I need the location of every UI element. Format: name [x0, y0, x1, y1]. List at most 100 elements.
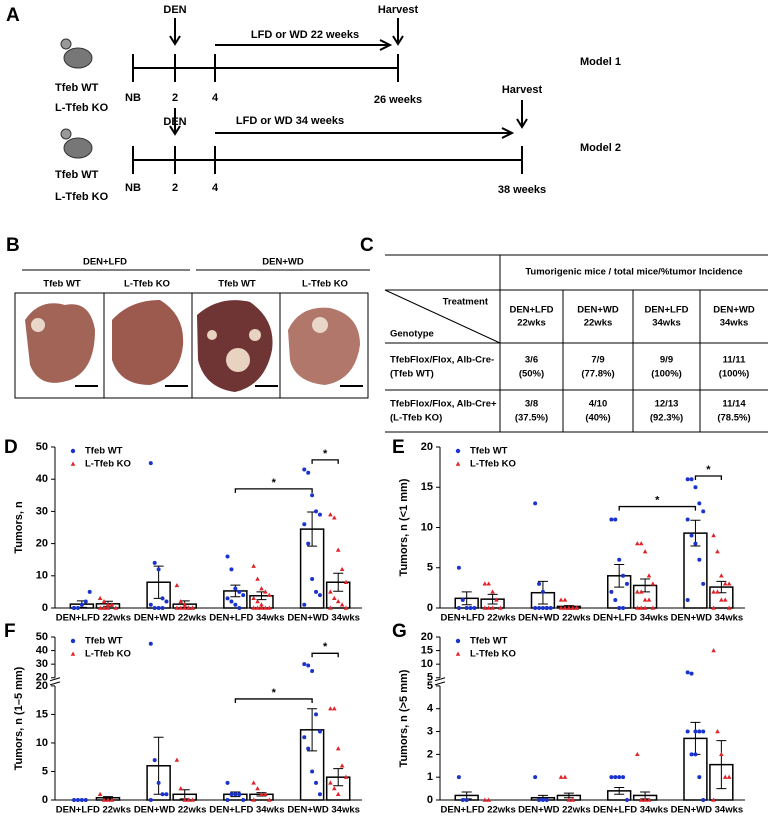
panel-label: G	[392, 621, 407, 642]
data-point	[570, 605, 576, 610]
data-point	[482, 581, 488, 586]
data-point	[79, 602, 84, 607]
time-tick: 26 weeks	[374, 94, 422, 106]
y-tick-label: 30	[36, 658, 48, 670]
data-point	[174, 582, 180, 588]
liver-photos	[14, 292, 369, 399]
data-point	[624, 581, 629, 586]
data-point	[251, 605, 256, 610]
legend-label: Tfeb WT	[85, 446, 123, 457]
y-tick-label: 40	[36, 644, 48, 656]
data-point	[182, 602, 188, 607]
y-tick-label: 5	[42, 765, 48, 777]
data-point	[241, 798, 246, 802]
data-point	[101, 605, 107, 610]
y-tick-label: 5	[427, 680, 433, 692]
data-point	[101, 797, 107, 802]
data-point	[715, 589, 720, 594]
data-point	[317, 512, 322, 517]
data-point	[328, 706, 333, 711]
legend-label: Tfeb WT	[470, 446, 508, 457]
data-point	[494, 597, 499, 602]
table-cell: (78.5%)	[717, 413, 750, 424]
data-point	[105, 605, 111, 610]
y-tick-label: 20	[36, 538, 48, 550]
data-point	[635, 541, 640, 546]
end-label: Harvest	[378, 4, 419, 16]
diet-label: LFD or WD 22 weeks	[251, 29, 359, 41]
data-point	[540, 798, 545, 802]
x-tick-label: DEN+WD 34wks	[287, 805, 360, 816]
data-point	[79, 798, 84, 802]
data-point	[711, 648, 716, 653]
y-tick-label: 5	[427, 562, 433, 574]
y-tick-label: 1	[427, 771, 433, 783]
data-point	[237, 792, 242, 797]
data-point	[148, 461, 153, 466]
y-tick-label: 20	[36, 680, 48, 692]
data-point	[160, 596, 165, 601]
genotype: L-Tfeb KO	[55, 102, 109, 114]
significance-bracket	[234, 698, 313, 703]
data-point	[540, 606, 545, 610]
data-point	[613, 597, 618, 602]
data-point	[642, 549, 648, 554]
data-point	[164, 599, 169, 604]
time-tick: 2	[172, 182, 178, 194]
column-header: DEN+WD	[713, 305, 755, 316]
data-point	[83, 798, 88, 802]
data-point	[148, 641, 153, 646]
data-point	[624, 798, 629, 802]
data-point	[464, 606, 469, 610]
error-bar	[461, 591, 472, 606]
data-point	[314, 712, 319, 717]
data-point	[266, 797, 272, 802]
error-bar	[333, 572, 344, 592]
y-tick-label: 4	[427, 703, 434, 715]
significance-bracket	[694, 475, 723, 480]
column-header: DEN+LFD	[509, 305, 553, 316]
data-point	[331, 595, 337, 601]
data-point	[233, 586, 238, 591]
column-header: DEN+WD	[577, 305, 619, 316]
error-bar	[307, 708, 318, 752]
y-tick-label: 0	[42, 794, 48, 806]
data-point	[83, 599, 88, 604]
data-point	[263, 791, 268, 796]
data-point	[722, 581, 728, 586]
data-point	[263, 605, 268, 610]
y-tick-label: 30	[36, 505, 48, 517]
data-point	[570, 797, 576, 802]
legend-label: L-Tfeb KO	[85, 649, 131, 660]
x-tick-label: DEN+LFD 34wks	[593, 805, 668, 816]
data-point	[229, 567, 234, 572]
x-tick-label: DEN+WD 22wks	[134, 805, 207, 816]
data-point	[719, 573, 724, 578]
data-point	[548, 606, 553, 610]
data-point	[317, 729, 322, 734]
table-cell: 4/10	[589, 399, 608, 410]
significance-bracket	[311, 652, 339, 658]
data-point	[486, 797, 492, 802]
data-point	[331, 706, 337, 711]
data-point	[186, 797, 191, 802]
data-point	[726, 774, 732, 779]
legend-marker	[455, 461, 461, 466]
data-point	[335, 791, 341, 796]
data-point	[148, 602, 153, 607]
data-point	[105, 602, 111, 607]
significance-label: *	[323, 641, 328, 653]
table-cell: (77.8%)	[581, 369, 614, 380]
genotype: L-Tfeb KO	[124, 279, 170, 290]
time-tick: NB	[125, 182, 141, 194]
data-point	[533, 606, 538, 610]
data-point	[558, 597, 564, 602]
data-point	[335, 547, 341, 552]
table-grid	[384, 254, 768, 433]
data-point	[726, 581, 732, 586]
data-point	[343, 774, 349, 779]
data-point	[306, 663, 311, 668]
data-point	[566, 797, 572, 802]
data-point	[701, 798, 706, 802]
